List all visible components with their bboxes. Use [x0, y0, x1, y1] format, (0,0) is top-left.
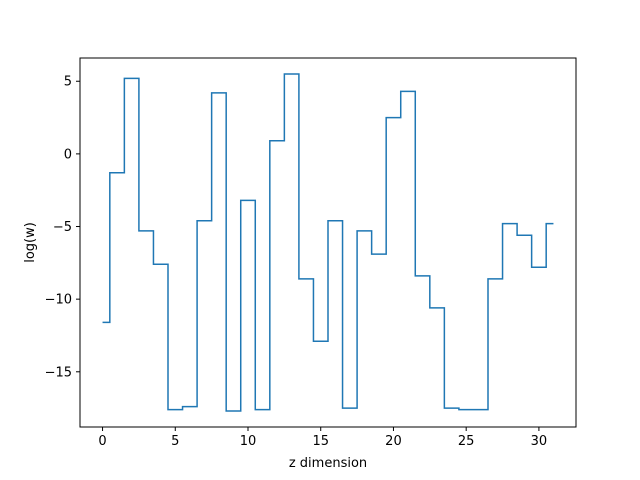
y-axis: −15 −10 −5 0 5	[45, 75, 80, 380]
y-tick-label: 5	[64, 75, 72, 90]
x-axis-label: z dimension	[289, 456, 367, 471]
y-tick-label: −5	[53, 220, 72, 235]
series-line	[102, 73, 554, 412]
y-tick-label: −10	[45, 293, 72, 308]
x-tick-label: 25	[458, 434, 475, 449]
plot-frame	[79, 57, 577, 428]
x-tick-label: 5	[171, 434, 179, 449]
x-tick-label: 0	[98, 434, 106, 449]
x-axis: 0 5 10 15 20 25 30	[98, 427, 547, 449]
x-tick-label: 30	[531, 434, 548, 449]
y-axis-label: log(w)	[23, 222, 38, 263]
plot-layer	[102, 73, 554, 412]
x-tick-label: 20	[385, 434, 402, 449]
y-tick-label: −15	[45, 365, 72, 380]
y-tick-label: 0	[64, 147, 72, 162]
x-tick-label: 15	[312, 434, 329, 449]
x-tick-label: 10	[240, 434, 257, 449]
